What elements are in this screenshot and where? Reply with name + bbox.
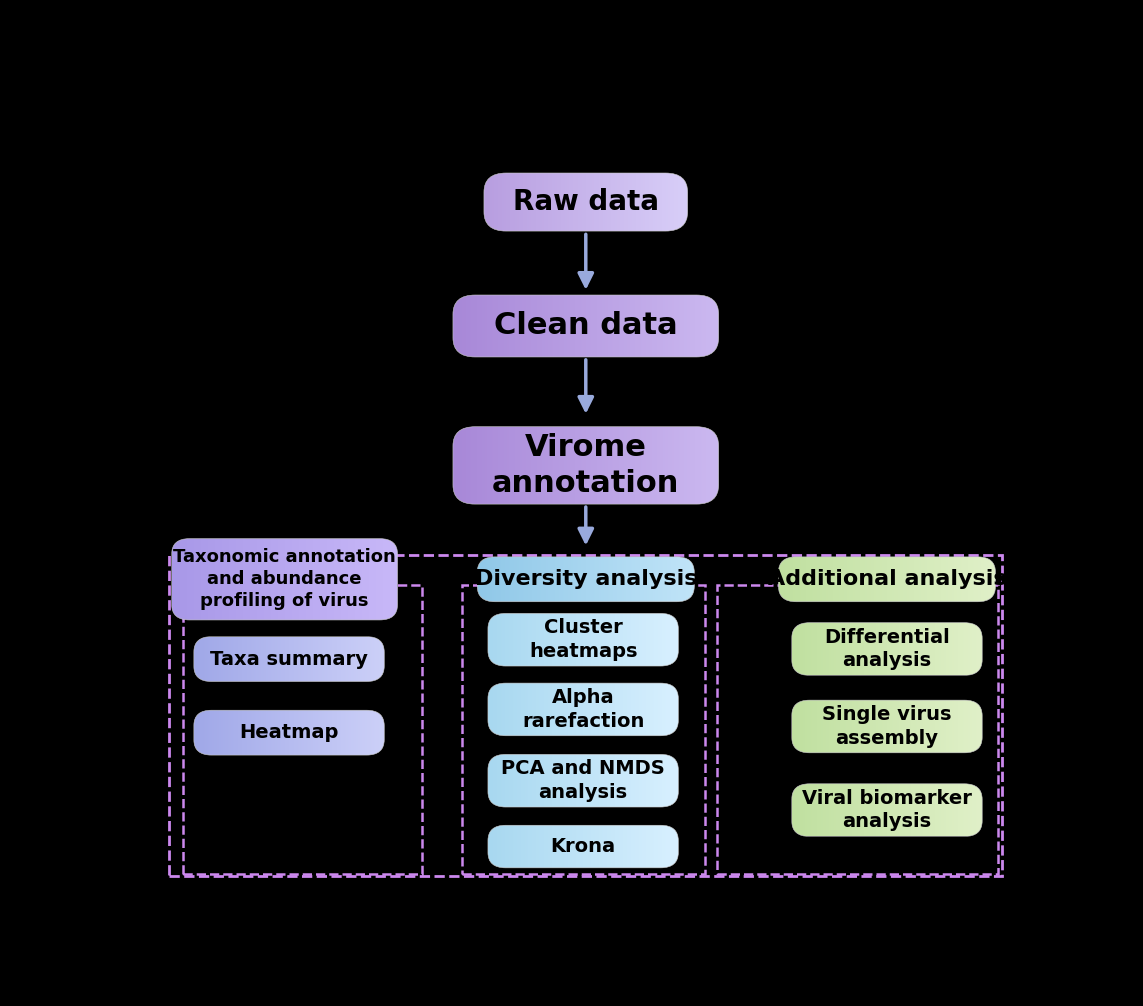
- Text: PCA and NMDS
analysis: PCA and NMDS analysis: [502, 760, 665, 802]
- Text: Cluster
heatmaps: Cluster heatmaps: [529, 619, 638, 661]
- Text: Raw data: Raw data: [513, 188, 658, 216]
- Text: Single virus
assembly: Single virus assembly: [822, 705, 952, 747]
- Bar: [169, 554, 1002, 876]
- Text: Viral biomarker
analysis: Viral biomarker analysis: [802, 789, 972, 831]
- Text: Additional analysis: Additional analysis: [768, 569, 1006, 590]
- Text: Clean data: Clean data: [494, 312, 678, 340]
- Bar: [717, 585, 998, 873]
- Text: Heatmap: Heatmap: [239, 723, 338, 742]
- Text: Alpha
rarefaction: Alpha rarefaction: [522, 688, 645, 730]
- Bar: [462, 585, 705, 873]
- Text: Diversity analysis: Diversity analysis: [474, 569, 697, 590]
- Text: Krona: Krona: [551, 837, 616, 856]
- Text: Taxonomic annotation
and abundance
profiling of virus: Taxonomic annotation and abundance profi…: [174, 548, 395, 611]
- Text: Taxa summary: Taxa summary: [210, 650, 368, 669]
- Text: Virome
annotation: Virome annotation: [493, 433, 679, 498]
- Bar: [183, 585, 422, 873]
- Text: Differential
analysis: Differential analysis: [824, 628, 950, 670]
